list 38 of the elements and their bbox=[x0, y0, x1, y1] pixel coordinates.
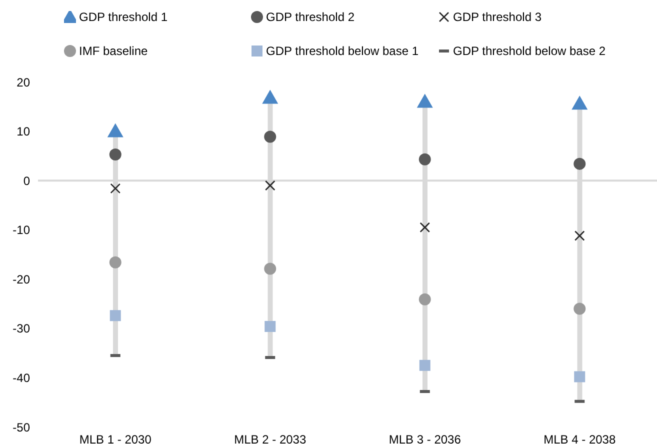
y-tick-label: 10 bbox=[16, 124, 30, 139]
point bbox=[574, 302, 586, 315]
legend-label: GDP threshold 3 bbox=[453, 10, 542, 24]
point bbox=[416, 94, 433, 108]
legend-label: IMF baseline bbox=[79, 44, 148, 58]
point bbox=[418, 153, 431, 166]
y-tick-label: -10 bbox=[12, 223, 30, 238]
y-tick-label: -40 bbox=[12, 370, 30, 385]
point bbox=[264, 130, 276, 143]
point bbox=[418, 293, 431, 306]
y-tick-label: -30 bbox=[12, 322, 30, 336]
legend-label: GDP threshold 1 bbox=[79, 10, 168, 24]
point bbox=[264, 180, 276, 191]
point bbox=[264, 320, 276, 332]
legend-label: GDP threshold 2 bbox=[266, 10, 354, 24]
legend-label: GDP threshold below base 1 bbox=[266, 44, 419, 58]
point bbox=[109, 148, 122, 160]
legend-label: GDP threshold below base 2 bbox=[453, 44, 606, 58]
y-tick-label: 0 bbox=[23, 174, 30, 188]
x-tick-label: MLB 1 - 2030 bbox=[79, 432, 152, 444]
point bbox=[264, 262, 276, 275]
point bbox=[420, 222, 430, 233]
y-tick-label: -20 bbox=[12, 272, 30, 286]
point bbox=[419, 360, 430, 371]
point bbox=[109, 256, 122, 268]
x-tick-label: MLB 2 - 2033 bbox=[234, 432, 306, 444]
point bbox=[110, 183, 121, 194]
y-tick-label: -50 bbox=[12, 420, 30, 434]
point bbox=[574, 230, 585, 241]
point bbox=[572, 96, 588, 110]
y-tick-label: 20 bbox=[16, 75, 30, 90]
x-tick-label: MLB 3 - 2036 bbox=[388, 432, 462, 444]
point bbox=[110, 310, 121, 322]
point bbox=[574, 371, 586, 382]
point bbox=[574, 158, 586, 170]
point bbox=[107, 123, 124, 138]
point bbox=[262, 90, 278, 104]
x-tick-label: MLB 4 - 2038 bbox=[544, 432, 616, 444]
